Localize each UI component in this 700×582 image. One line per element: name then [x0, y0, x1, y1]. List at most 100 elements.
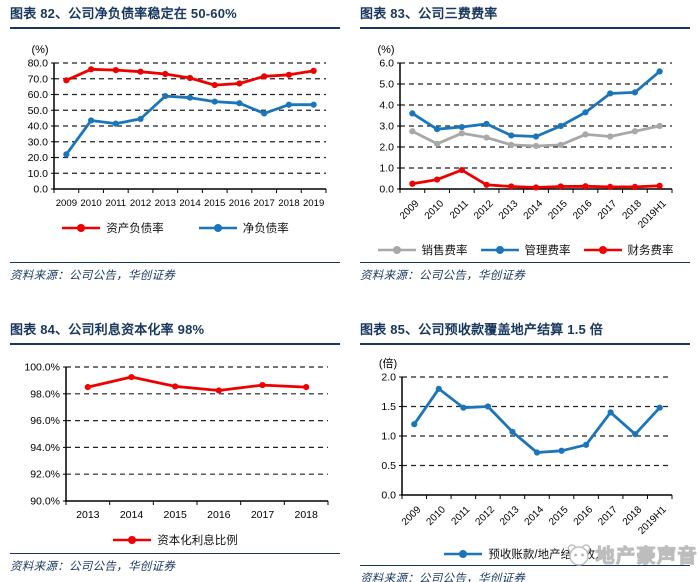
svg-text:2013: 2013: [498, 504, 522, 528]
chart-title: 图表 85、公司预收款覆盖地产结算 1.5 倍: [360, 322, 603, 337]
svg-text:20.0: 20.0: [28, 152, 49, 164]
source-note: 资料来源：公司公告，华创证券: [10, 561, 176, 573]
svg-text:1.0: 1.0: [381, 431, 396, 443]
svg-text:2019H1: 2019H1: [636, 198, 669, 231]
svg-text:0.0: 0.0: [33, 184, 48, 196]
legend-marker-icon: [583, 246, 622, 254]
svg-text:2009: 2009: [56, 198, 77, 209]
svg-text:40.0: 40.0: [28, 121, 49, 133]
legend-item: 销售费率: [377, 242, 468, 258]
legend-label: 管理费率: [524, 245, 571, 257]
svg-text:50.0: 50.0: [28, 105, 49, 117]
svg-text:2010: 2010: [80, 198, 101, 209]
chart-legend: 资本化利息比例: [10, 529, 340, 551]
legend-item: 资产负债率: [61, 220, 164, 236]
svg-text:2019: 2019: [303, 198, 324, 209]
chart-area: 0.0 1.0 2.0 3.0 4.0 5.0 6.0 (%) 2009 2010 2011 2012…: [360, 35, 690, 237]
svg-text:2014: 2014: [522, 198, 546, 222]
svg-text:2009: 2009: [400, 504, 424, 528]
chart-legend: 预收账款/地产结算收入: [360, 543, 690, 565]
svg-text:10.0: 10.0: [28, 168, 49, 180]
svg-text:2012: 2012: [130, 198, 151, 209]
legend-label: 净负债率: [242, 223, 289, 235]
chart-legend: 销售费率 管理费率 财务费率: [360, 239, 690, 261]
legend-label: 资本化利息比例: [157, 535, 238, 547]
svg-text:2015: 2015: [204, 198, 225, 209]
svg-text:2017: 2017: [596, 198, 620, 222]
svg-text:2015: 2015: [547, 504, 571, 528]
legend-label: 资产负债率: [106, 223, 164, 235]
legend-marker-icon: [377, 246, 416, 254]
svg-text:94.0%: 94.0%: [30, 442, 60, 454]
svg-text:2017: 2017: [251, 509, 275, 521]
title-divider: [10, 27, 340, 29]
legend-item: 净负债率: [198, 220, 289, 236]
svg-text:(%): (%): [377, 44, 394, 56]
svg-text:2016: 2016: [207, 509, 231, 521]
svg-text:1.5: 1.5: [381, 401, 396, 413]
svg-text:2.0: 2.0: [379, 142, 394, 154]
svg-text:2017: 2017: [596, 504, 620, 528]
line-chart-capitalized-interest: 90.0% 92.0% 94.0% 96.0% 98.0% 100.0% 2013 2014 2…: [24, 362, 329, 521]
svg-text:90.0%: 90.0%: [30, 496, 60, 508]
legend-marker-icon: [198, 224, 237, 232]
svg-text:0.0: 0.0: [381, 490, 396, 502]
svg-text:2013: 2013: [497, 198, 521, 222]
source-note: 资料来源：公司公告，华创证券: [360, 270, 526, 282]
svg-text:100.0%: 100.0%: [24, 362, 60, 374]
source-divider: [360, 565, 690, 566]
svg-text:2011: 2011: [105, 198, 126, 209]
chart-title: 图表 84、公司利息资本化率 98%: [10, 322, 205, 337]
svg-text:(%): (%): [31, 44, 48, 56]
svg-text:2015: 2015: [163, 509, 187, 521]
svg-text:2017: 2017: [254, 198, 275, 209]
legend-item: 资本化利息比例: [112, 532, 238, 548]
svg-text:5.0: 5.0: [379, 79, 394, 91]
svg-text:70.0: 70.0: [28, 73, 49, 85]
panel-chart-83: 图表 83、公司三费费率 0.0 1.0 2.0 3.0 4.0 5.0 6.0 (%) 200…: [350, 0, 700, 291]
svg-text:80.0: 80.0: [28, 58, 49, 70]
svg-text:2010: 2010: [424, 504, 448, 528]
legend-marker-icon: [480, 246, 519, 254]
svg-text:2011: 2011: [449, 504, 472, 527]
line-chart-debt-ratios: 0.0 10.0 20.0 30.0 40.0 50.0 60.0 70.0 80.0 (%) 20…: [28, 44, 327, 209]
legend-label: 预收账款/地产结算收入: [488, 549, 607, 561]
legend-item: 预收账款/地产结算收入: [443, 546, 607, 562]
svg-text:98.0%: 98.0%: [30, 388, 60, 400]
svg-text:1.0: 1.0: [379, 163, 394, 175]
legend-item: 管理费率: [480, 242, 571, 258]
svg-text:2014: 2014: [523, 504, 547, 528]
chart-title: 图表 82、公司净负债率稳定在 50-60%: [10, 6, 237, 21]
svg-text:4.0: 4.0: [379, 100, 394, 112]
svg-text:0.0: 0.0: [379, 184, 394, 196]
title-divider: [10, 343, 340, 345]
svg-text:2018: 2018: [294, 509, 318, 521]
panel-chart-82: 图表 82、公司净负债率稳定在 50-60% 0.0 10.0 20.0 30.0 40…: [0, 0, 350, 291]
svg-text:2016: 2016: [229, 198, 250, 209]
source-note: 资料来源：公司公告，华创证券: [360, 573, 526, 582]
svg-text:6.0: 6.0: [379, 58, 394, 70]
svg-text:2016: 2016: [572, 504, 596, 528]
chart-area: 0.0 0.5 1.0 1.5 2.0 (倍) 2009 2010 2011 2012 2013 20…: [360, 351, 690, 541]
source-note: 资料来源：公司公告，华创证券: [10, 270, 176, 282]
legend-marker-icon: [113, 536, 152, 544]
chart-legend: 资产负债率 净负债率: [10, 217, 340, 239]
svg-text:2012: 2012: [474, 504, 498, 528]
legend-item: 财务费率: [583, 242, 674, 258]
source-divider: [10, 262, 340, 263]
svg-text:92.0%: 92.0%: [30, 469, 60, 481]
svg-text:(倍): (倍): [379, 356, 397, 370]
svg-text:2013: 2013: [155, 198, 176, 209]
legend-marker-icon: [444, 550, 483, 558]
svg-text:2014: 2014: [179, 198, 201, 209]
title-divider: [360, 27, 690, 29]
svg-text:30.0: 30.0: [28, 136, 49, 148]
line-chart-advance-receipts-coverage: 0.00.51.01.52.0(倍)2009 2010 2011 2012 2013 20…: [379, 356, 673, 537]
source-divider: [10, 553, 340, 554]
svg-text:2012: 2012: [472, 198, 496, 222]
legend-label: 销售费率: [421, 245, 468, 257]
svg-text:2014: 2014: [120, 509, 144, 521]
panel-chart-85: 图表 85、公司预收款覆盖地产结算 1.5 倍 0.0 0.5 1.0 1.5 2.0 (…: [350, 291, 700, 582]
panel-chart-84: 图表 84、公司利息资本化率 98% 90.0% 92.0% 94.0% 96.0% 9…: [0, 291, 350, 582]
